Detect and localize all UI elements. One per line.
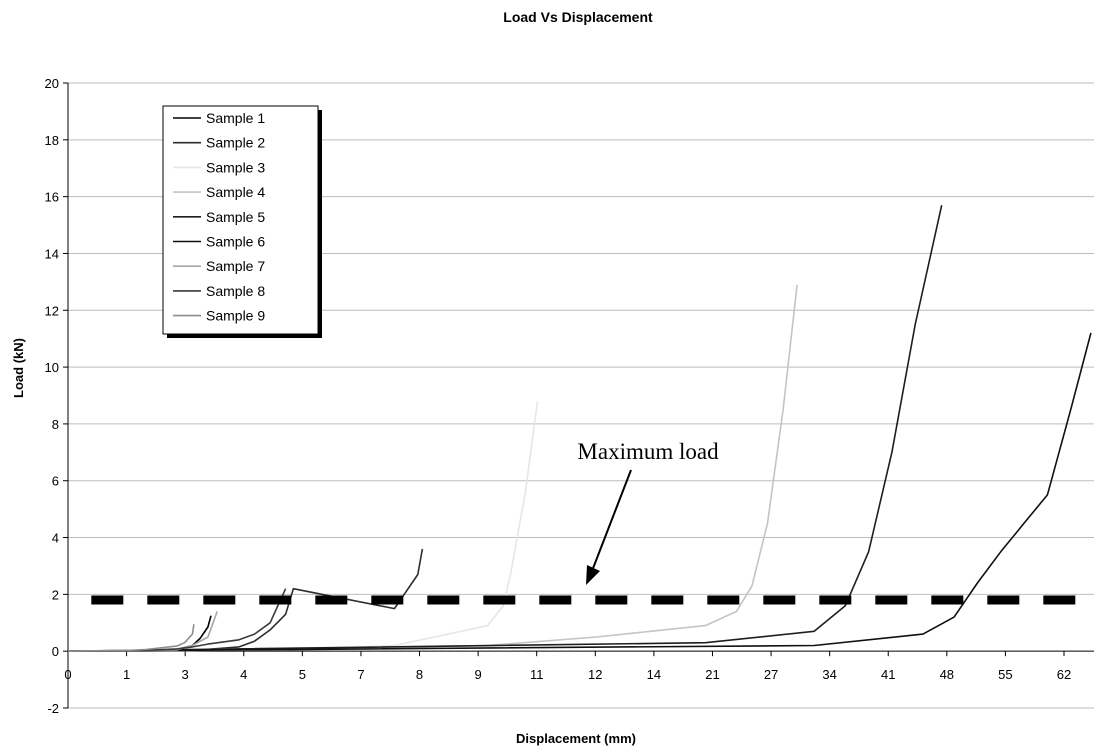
y-tick-label: 20 bbox=[45, 76, 59, 91]
legend-label: Sample 7 bbox=[206, 258, 265, 274]
y-tick-label: 4 bbox=[52, 531, 59, 546]
legend-label: Sample 5 bbox=[206, 209, 265, 225]
y-tick-label: 14 bbox=[45, 246, 59, 261]
x-tick-label: 9 bbox=[475, 667, 482, 682]
x-tick-labels: 0 1 3 4 5 7 8 9 11 12 14 21 27 34 41 48 55 62 bbox=[64, 667, 1071, 682]
y-tick-label: 6 bbox=[52, 474, 59, 489]
x-tick-label: 14 bbox=[647, 667, 661, 682]
x-tick-label: 12 bbox=[588, 667, 602, 682]
legend: Sample 1 Sample 2 Sample 3 Sample 4 Sample 5… bbox=[162, 105, 322, 338]
max-load-annotation: Maximum load bbox=[577, 439, 719, 585]
y-tick-label: 18 bbox=[45, 133, 59, 148]
legend-label: Sample 1 bbox=[206, 110, 265, 126]
chart-title: Load Vs Displacement bbox=[503, 9, 653, 25]
series-line-4 bbox=[67, 284, 798, 652]
x-tick-label: 4 bbox=[240, 667, 247, 682]
y-tick-label: 0 bbox=[52, 644, 59, 659]
x-tick-label: 62 bbox=[1057, 667, 1071, 682]
x-tick-label: 21 bbox=[705, 667, 719, 682]
annotation-arrow-head bbox=[586, 565, 600, 585]
axes-layer bbox=[63, 82, 1094, 709]
legend-label: Sample 6 bbox=[206, 234, 265, 250]
series-line-9 bbox=[67, 624, 195, 652]
legend-label: Sample 3 bbox=[206, 159, 265, 175]
x-tick-label: 8 bbox=[416, 667, 423, 682]
x-tick-label: 48 bbox=[940, 667, 954, 682]
x-tick-label: 11 bbox=[530, 667, 544, 682]
x-axis-label: Displacement (mm) bbox=[516, 731, 636, 746]
x-tick-label: 7 bbox=[357, 667, 364, 682]
y-tick-label: 8 bbox=[52, 417, 59, 432]
x-tick-label: 27 bbox=[764, 667, 778, 682]
y-tick-label: -2 bbox=[47, 701, 59, 716]
legend-label: Sample 2 bbox=[206, 135, 265, 151]
legend-label: Sample 9 bbox=[206, 308, 265, 324]
y-tick-label: 10 bbox=[45, 360, 59, 375]
x-tick-label: 1 bbox=[123, 667, 130, 682]
series-line-5 bbox=[67, 205, 943, 652]
x-tick-label: 41 bbox=[881, 667, 895, 682]
series-layer bbox=[67, 205, 1092, 653]
series-line-6 bbox=[67, 332, 1092, 652]
y-tick-labels: -2 0 2 4 6 8 10 12 14 16 18 20 bbox=[45, 76, 59, 716]
x-tick-label: 34 bbox=[822, 667, 836, 682]
y-tick-label: 16 bbox=[45, 190, 59, 205]
x-tick-label: 0 bbox=[64, 667, 71, 682]
y-tick-label: 12 bbox=[45, 303, 59, 318]
annotation-arrow-shaft bbox=[591, 469, 632, 572]
y-axis-label: Load (kN) bbox=[11, 338, 26, 398]
legend-label: Sample 8 bbox=[206, 283, 265, 299]
x-tick-label: 3 bbox=[182, 667, 189, 682]
max-load-annotation-text: Maximum load bbox=[577, 439, 719, 464]
x-tick-label: 5 bbox=[299, 667, 306, 682]
legend-label: Sample 4 bbox=[206, 184, 265, 200]
legend-box bbox=[162, 105, 319, 335]
y-tick-label: 2 bbox=[52, 587, 59, 602]
x-tick-label: 55 bbox=[998, 667, 1012, 682]
